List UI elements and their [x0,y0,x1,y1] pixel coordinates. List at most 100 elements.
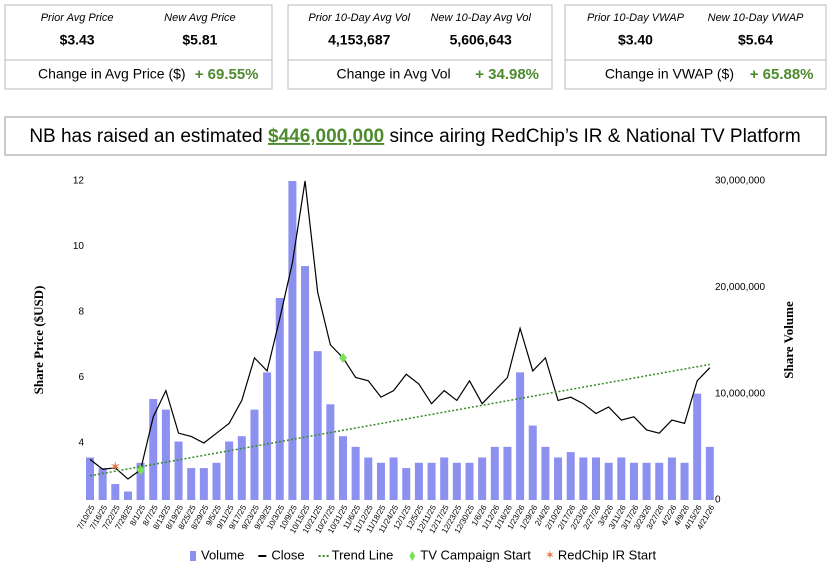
volume-bar [427,462,436,500]
stat-label: New 10-Day Avg Vol [430,12,531,24]
change-value: + 69.55% [195,66,259,83]
volume-bar [250,409,259,500]
volume-bar [642,462,651,500]
volume-bar [212,462,221,500]
stat-label: Prior 10-Day VWAP [587,12,685,24]
y2-tick-label: 30,000,000 [715,176,765,187]
volume-bar [98,468,107,500]
y2-axis-title: Share Volume [781,301,796,379]
volume-bar [440,457,449,500]
legend-label: Trend Line [332,547,394,562]
trend-line [89,363,710,477]
volume-bar [554,457,563,500]
volume-bar [149,398,158,500]
volume-bar [136,462,145,500]
volume-bar [566,452,575,500]
y2-tick-label: 20,000,000 [715,282,765,293]
volume-bar [667,457,676,500]
volume-bar [86,457,94,500]
volume-bar [237,436,246,500]
stat-value: 5,606,643 [450,32,512,48]
change-label: Change in VWAP ($) [605,66,734,82]
stat-label: New 10-Day VWAP [708,12,804,24]
close-line [89,180,711,480]
volume-bar [351,446,360,500]
stat-label: New Avg Price [164,12,236,24]
volume-bar [705,446,714,500]
volume-bar [364,457,373,500]
redchip-marker: ✶ [109,459,121,475]
volume-bar [655,462,664,500]
volume-bar [592,457,600,500]
volume-bar [680,462,689,500]
stat-value: $5.64 [738,32,773,48]
legend-label: RedChip IR Start [558,547,657,562]
volume-bar [288,181,297,500]
change-value: + 65.88% [750,66,814,83]
volume-bar [123,491,132,500]
volume-bar [263,372,272,500]
volume-bar [174,441,183,500]
y2-tick-label: 10,000,000 [715,388,765,399]
y2-tick-label: 0 [715,495,721,506]
stat-box [287,4,553,90]
volume-bar [225,441,234,500]
stat-value: $3.40 [618,32,653,48]
headline: NB has raised an estimated $446,000,000 … [29,126,800,147]
volume-bar [161,409,170,500]
headline-text: NB has raised an estimated [29,126,268,147]
y-tick-label: 12 [73,176,85,187]
legend-label: Close [271,547,304,562]
volume-bar [199,468,208,500]
legend-label: Volume [201,547,244,562]
volume-bar [452,462,461,500]
stat-value: $5.81 [182,32,217,48]
headline-text: since airing RedChip’s IR & National TV … [384,126,800,147]
volume-bar [326,404,335,500]
volume-bar [339,436,347,500]
volume-bar [465,462,474,500]
volume-bar [629,462,638,500]
legend-label: TV Campaign Start [420,547,531,562]
headline-amount: $446,000,000 [268,126,384,147]
volume-bar [516,372,525,500]
stat-box [564,4,827,90]
volume-bar [604,462,613,500]
stat-label: Prior Avg Price [41,12,114,24]
legend-swatch [190,551,196,561]
change-value: + 34.98% [475,66,539,83]
volume-bar [389,457,398,500]
volume-bar [187,468,196,500]
volume-bar [111,484,120,500]
y-axis-title: Share Price ($USD) [31,286,46,395]
change-label: Change in Avg Price ($) [38,66,186,82]
stat-value: 4,153,687 [328,32,390,48]
volume-bar [579,457,588,500]
stat-label: Prior 10-Day Avg Vol [308,12,410,24]
volume-bar [402,468,411,500]
volume-bar [503,446,512,500]
change-label: Change in Avg Vol [337,66,451,82]
volume-bar [313,351,322,500]
headline-box [4,116,827,156]
volume-bar [490,446,499,500]
volume-bar [376,462,385,500]
volume-bar [693,393,702,500]
legend-swatch [409,551,416,561]
legend-swatch: ✶ [545,548,555,562]
y-tick-label: 10 [73,241,85,252]
tv-marker [339,352,347,363]
y-tick-label: 4 [78,438,84,449]
stat-box [4,4,273,90]
y-tick-label: 6 [78,372,84,383]
volume-bar [275,297,284,500]
volume-bar [528,425,537,500]
y-tick-label: 8 [78,307,84,318]
stat-value: $3.43 [60,32,95,48]
volume-bar [617,457,626,500]
volume-bar [301,266,310,500]
volume-bar [541,446,550,500]
volume-bar [478,457,487,500]
volume-bar [414,462,423,500]
